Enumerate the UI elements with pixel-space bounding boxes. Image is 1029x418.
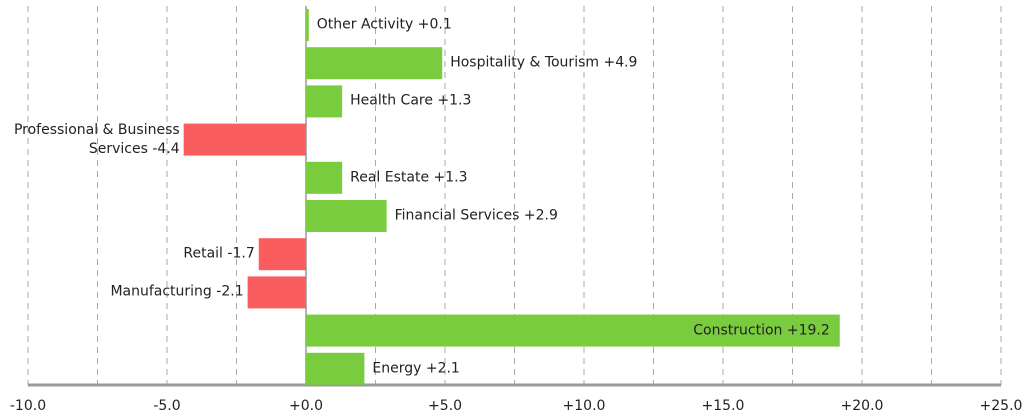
value-label: +1.3 <box>437 92 472 109</box>
bar <box>183 123 306 156</box>
category-label: Health Care <box>350 92 433 109</box>
category-label: Retail <box>183 245 223 262</box>
value-label: -4.4 <box>152 140 180 157</box>
bar <box>306 352 365 385</box>
bar <box>306 9 309 41</box>
bar <box>306 200 387 232</box>
x-tick-label: +15.0 <box>701 398 745 414</box>
category-label: Hospitality & Tourism <box>450 54 600 71</box>
bar <box>306 85 343 118</box>
x-tick-label: -10.0 <box>9 398 47 414</box>
value-label: +4.9 <box>603 54 638 71</box>
value-label: +2.1 <box>425 360 460 377</box>
bar-label: Construction +19.2 <box>693 321 830 340</box>
bar-label: Hospitality & Tourism +4.9 <box>450 54 637 73</box>
category-label: Professional & Business Services <box>13 121 180 157</box>
x-tick-label: +0.0 <box>289 398 323 414</box>
value-label: +2.9 <box>523 207 558 224</box>
bar-label: Health Care +1.3 <box>350 92 471 111</box>
value-label: +1.3 <box>433 169 468 186</box>
bar-label: Retail -1.7 <box>80 245 255 264</box>
value-label: +19.2 <box>786 322 830 339</box>
value-label: +0.1 <box>417 16 452 33</box>
bar <box>306 47 443 80</box>
bar-label: Professional & Business Services -4.4 <box>5 121 180 159</box>
x-tick-label: +25.0 <box>979 398 1023 414</box>
x-tick-label: +20.0 <box>840 398 884 414</box>
bar-label: Manufacturing -2.1 <box>69 283 244 302</box>
bar-label: Financial Services +2.9 <box>395 207 558 226</box>
bar-label: Real Estate +1.3 <box>350 168 467 187</box>
category-label: Energy <box>372 360 422 377</box>
x-tick-label: +5.0 <box>428 398 462 414</box>
category-label: Other Activity <box>316 16 414 33</box>
bar <box>258 238 306 271</box>
bar <box>306 314 840 347</box>
x-tick-label: +10.0 <box>562 398 606 414</box>
category-label: Real Estate <box>350 169 430 186</box>
category-label: Financial Services <box>394 207 520 224</box>
x-tick-label: -5.0 <box>153 398 181 414</box>
bar <box>306 161 343 194</box>
bar-label: Energy +2.1 <box>372 359 459 378</box>
value-label: -2.1 <box>216 283 244 300</box>
category-label: Construction <box>693 322 783 339</box>
value-label: -1.7 <box>227 245 255 262</box>
bar-label: Other Activity +0.1 <box>317 16 452 35</box>
category-label: Manufacturing <box>110 283 212 300</box>
bar <box>247 276 306 309</box>
